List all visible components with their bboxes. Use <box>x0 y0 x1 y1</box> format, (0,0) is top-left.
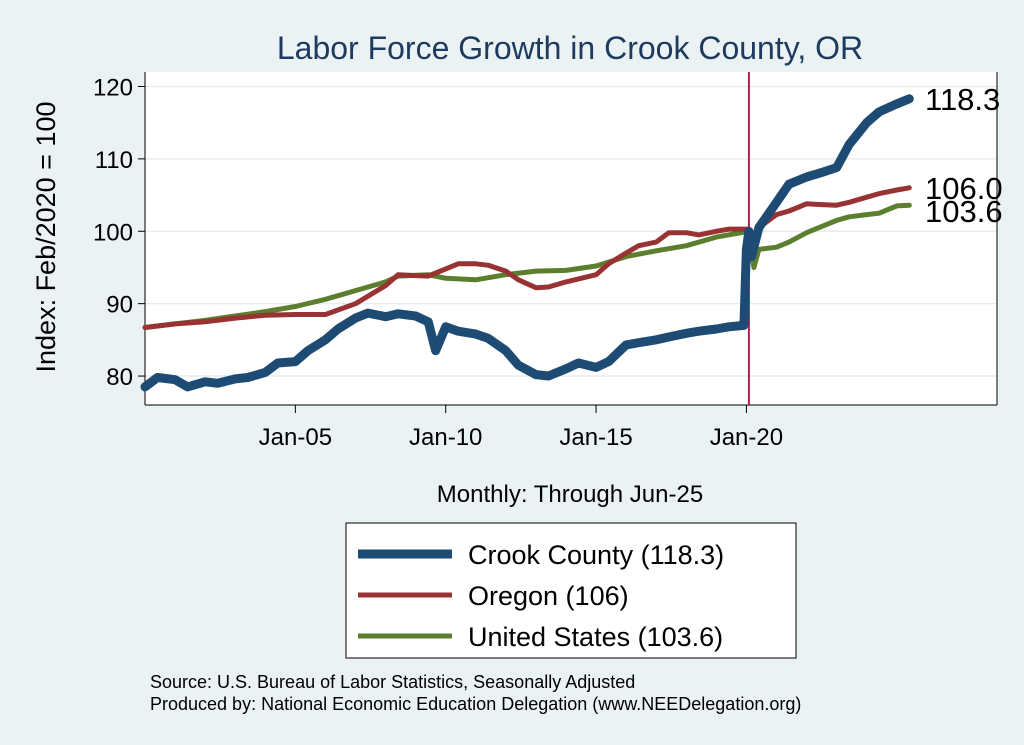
y-tick-label: 120 <box>93 74 133 101</box>
plot-area <box>145 72 997 405</box>
x-tick-label: Jan-05 <box>259 424 332 451</box>
legend: Crook County (118.3) Oregon (106) United S… <box>345 522 797 659</box>
y-tick-label: 90 <box>106 292 133 319</box>
series-line <box>142 185 912 330</box>
x-tick-label: Jan-20 <box>710 424 783 451</box>
axes: 80 90 100 110 120 Jan-05 Jan-10 Jan-15 Jan-20 <box>93 72 998 451</box>
y-axis-label: Index: Feb/2020 = 100 <box>31 102 61 373</box>
legend-label: Oregon (106) <box>468 581 629 611</box>
y-tick-label: 110 <box>95 147 133 174</box>
legend-label: Crook County (118.3) <box>468 540 724 570</box>
y-tick-label: 100 <box>93 219 133 246</box>
end-value-label: 118.3 <box>925 82 1000 117</box>
series-lines <box>140 94 914 392</box>
source-note: Source: U.S. Bureau of Labor Statistics,… <box>150 672 635 692</box>
series-line <box>140 94 914 392</box>
produced-by-note: Produced by: National Economic Education… <box>150 694 801 714</box>
legend-label: United States (103.6) <box>468 622 723 652</box>
gridlines <box>145 85 997 377</box>
x-tick-label: Jan-15 <box>559 424 632 451</box>
x-tick-label: Jan-10 <box>409 424 482 451</box>
y-tick-label: 80 <box>106 364 133 391</box>
end-value-label: 106.0 <box>925 171 1003 206</box>
end-value-label: 103.6 <box>925 194 1003 229</box>
chart-title: Labor Force Growth in Crook County, OR <box>277 30 863 66</box>
x-axis-note: Monthly: Through Jun-25 <box>437 481 703 508</box>
